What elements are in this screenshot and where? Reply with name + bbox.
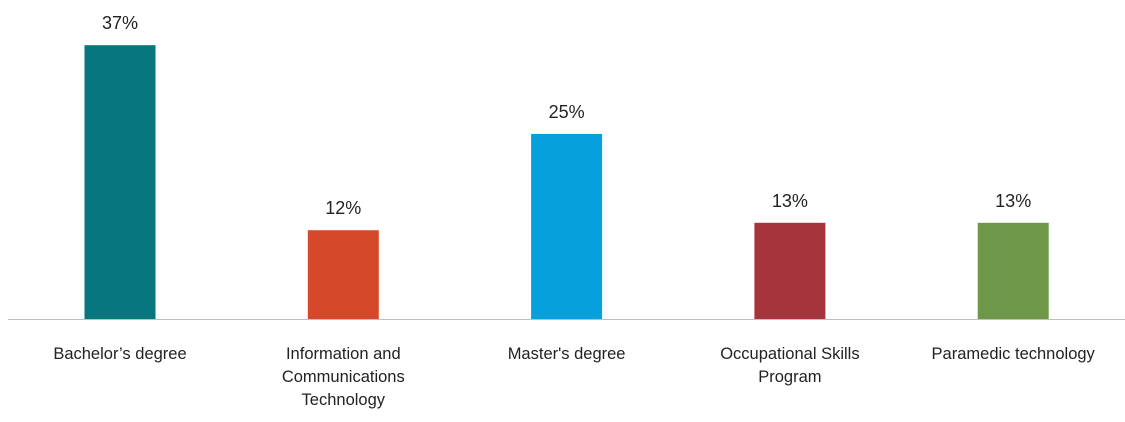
data-label: 13%: [772, 191, 808, 211]
bar: [977, 222, 1049, 319]
category-label: Bachelor’s degree: [53, 345, 187, 363]
bar: [307, 230, 379, 319]
bar: [754, 222, 826, 319]
bar: [531, 134, 603, 319]
data-label: 37%: [102, 13, 138, 33]
category-label: Occupational Skills Program: [720, 345, 860, 386]
data-label: 13%: [995, 191, 1031, 211]
data-label: 12%: [325, 198, 361, 218]
category-label: Master's degree: [507, 345, 626, 363]
category-label: Paramedic technology: [931, 345, 1095, 363]
data-label: 25%: [549, 102, 585, 122]
bar: [84, 45, 156, 319]
category-label: Information and Communications Technolog…: [281, 345, 405, 409]
